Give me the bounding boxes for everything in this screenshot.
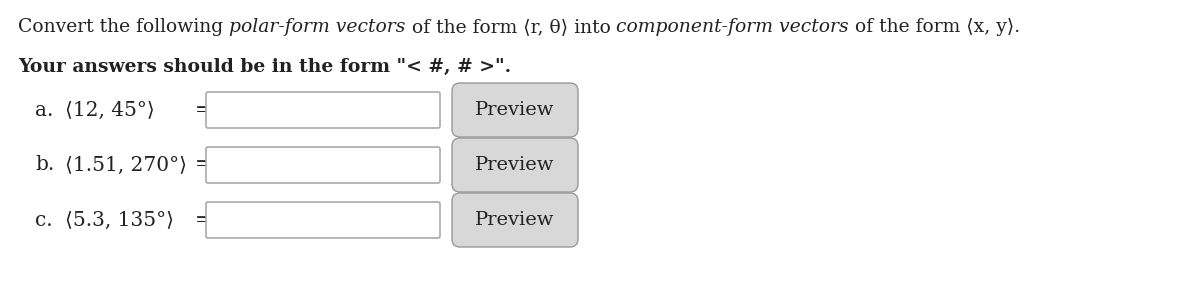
- FancyBboxPatch shape: [206, 92, 440, 128]
- Text: ⟨1.51, 270°⟩: ⟨1.51, 270°⟩: [65, 155, 187, 175]
- FancyBboxPatch shape: [452, 193, 578, 247]
- FancyBboxPatch shape: [206, 147, 440, 183]
- Text: =: =: [194, 155, 212, 175]
- Text: c.: c.: [35, 211, 53, 229]
- Text: Preview: Preview: [475, 211, 554, 229]
- Text: Preview: Preview: [475, 156, 554, 174]
- FancyBboxPatch shape: [206, 202, 440, 238]
- Text: a.: a.: [35, 101, 53, 119]
- Text: =: =: [194, 211, 212, 229]
- Text: component-form vectors: component-form vectors: [617, 18, 850, 36]
- Text: polar-form vectors: polar-form vectors: [229, 18, 406, 36]
- Text: of the form ⟨x, y⟩.: of the form ⟨x, y⟩.: [850, 18, 1020, 36]
- FancyBboxPatch shape: [452, 83, 578, 137]
- Text: ⟨12, 45°⟩: ⟨12, 45°⟩: [65, 101, 155, 119]
- Text: Your answers should be in the form "< #, # >".: Your answers should be in the form "< #,…: [18, 58, 511, 76]
- Text: Preview: Preview: [475, 101, 554, 119]
- Text: =: =: [194, 101, 212, 119]
- FancyBboxPatch shape: [452, 138, 578, 192]
- Text: ⟨5.3, 135°⟩: ⟨5.3, 135°⟩: [65, 211, 174, 229]
- Text: b.: b.: [35, 155, 54, 175]
- Text: of the form ⟨r, θ⟩ into: of the form ⟨r, θ⟩ into: [406, 18, 617, 36]
- Text: Convert the following: Convert the following: [18, 18, 229, 36]
